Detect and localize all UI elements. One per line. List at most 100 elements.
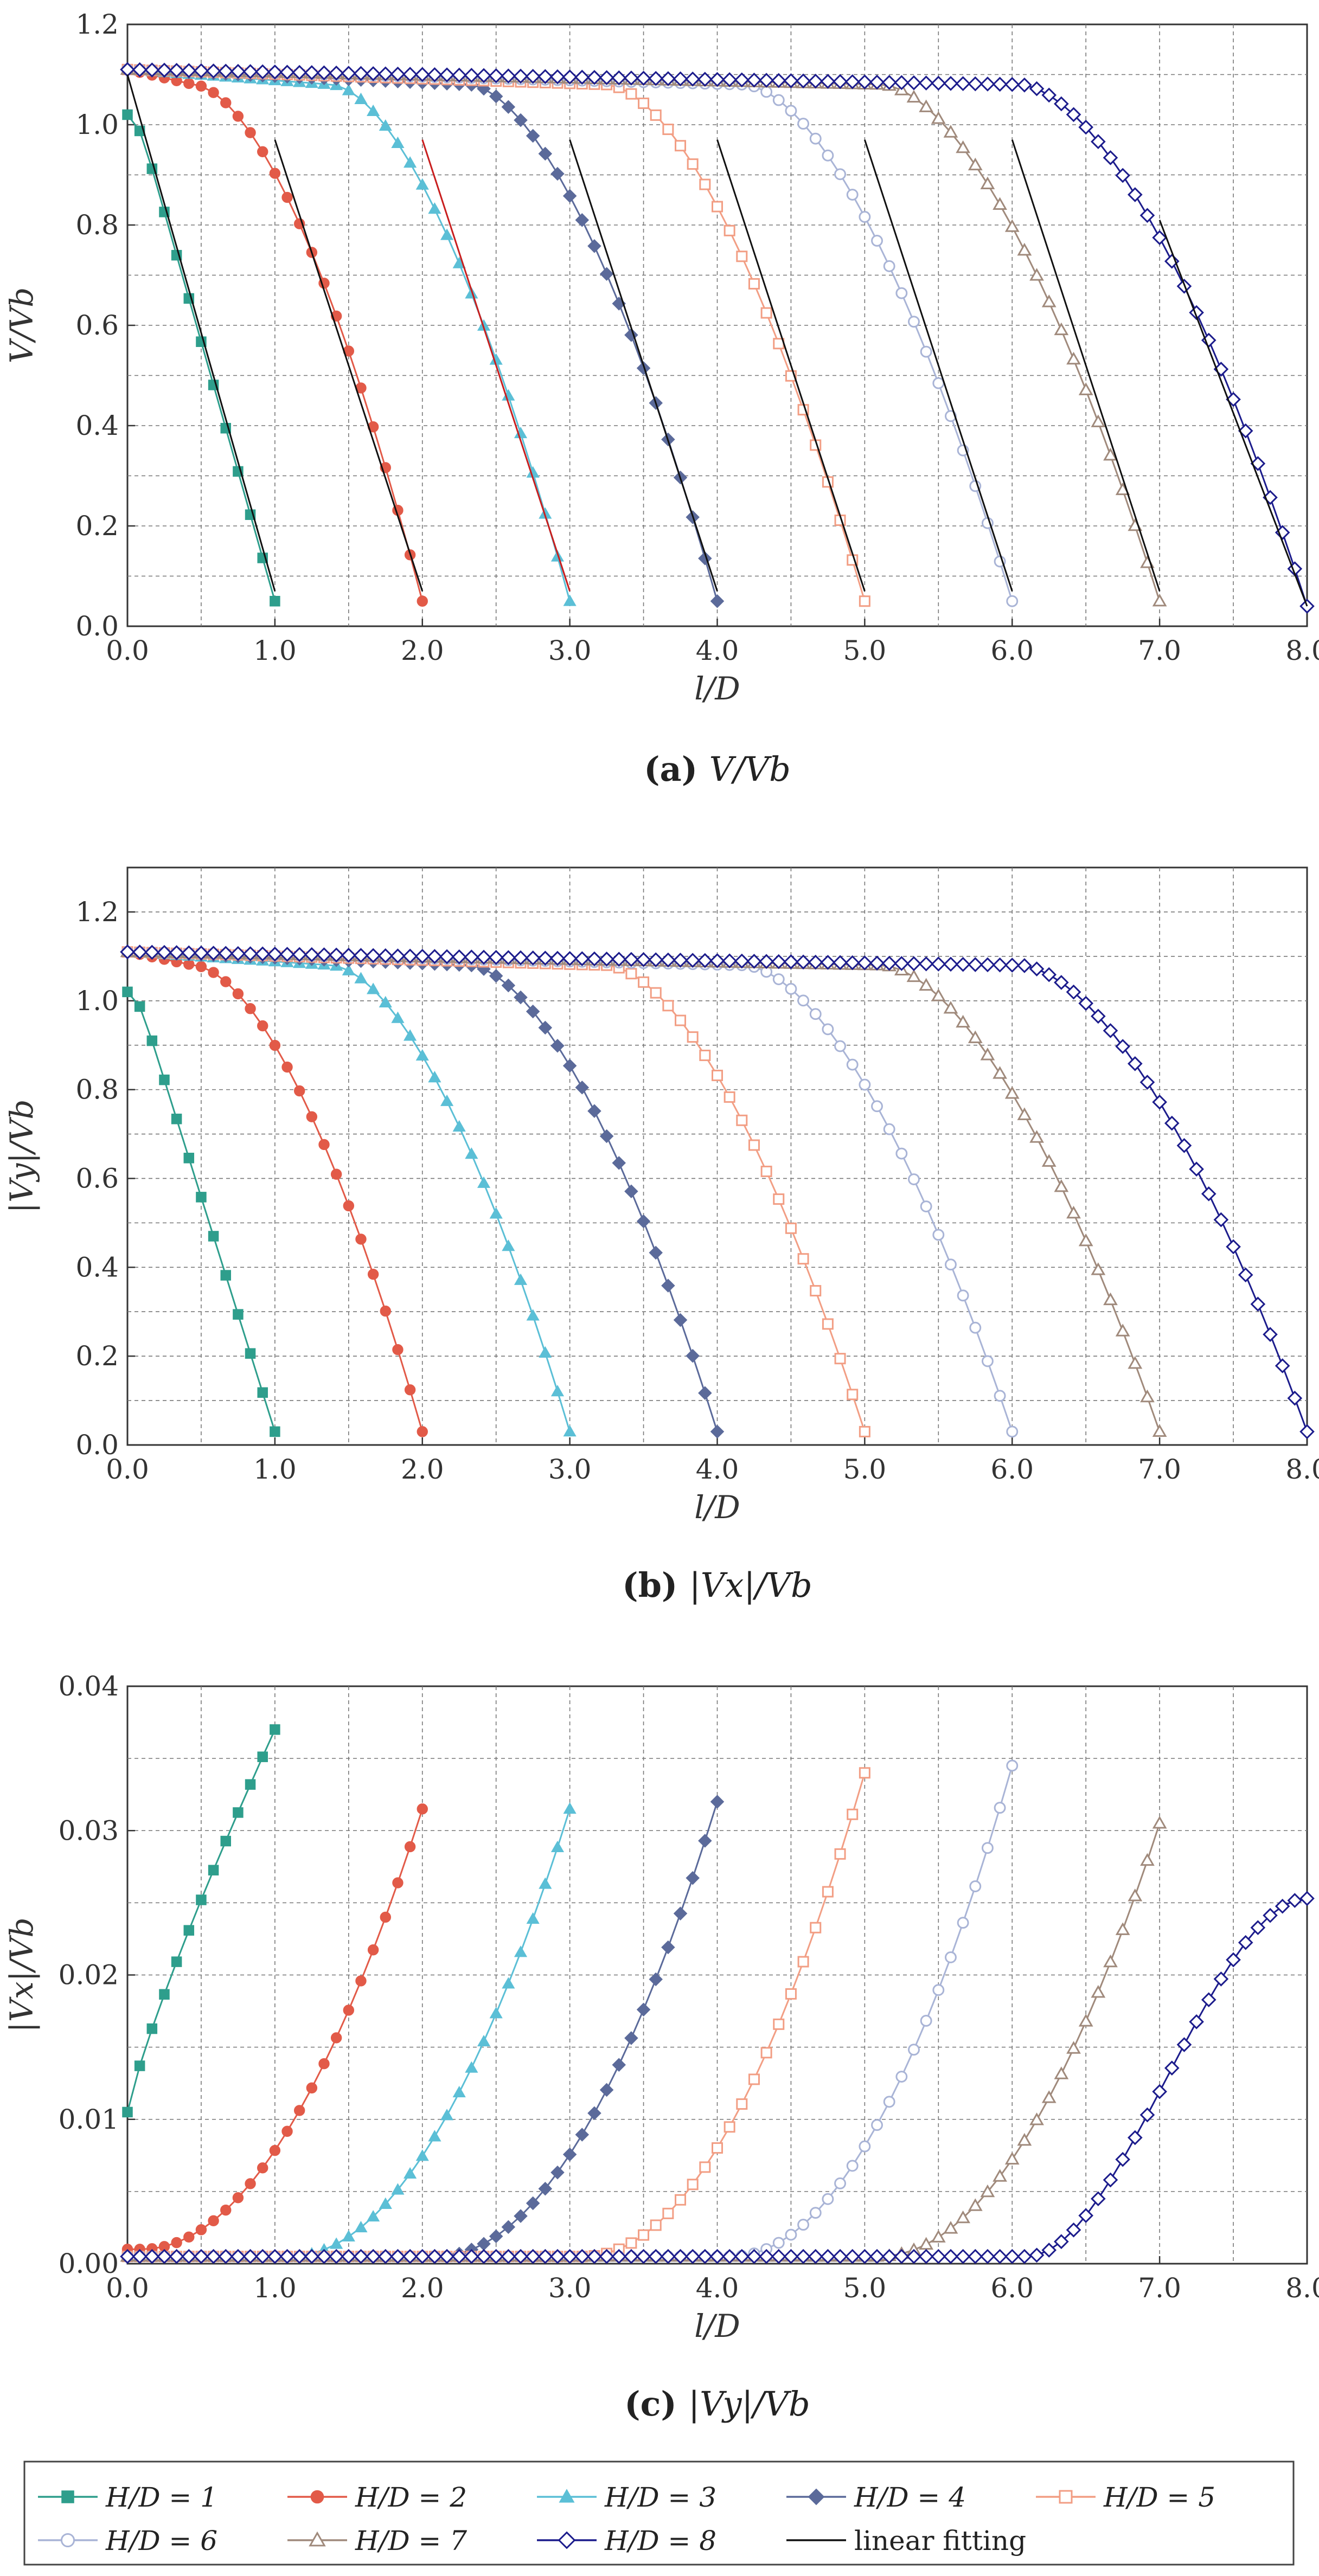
data-point (773, 2018, 785, 2030)
data-point (575, 2128, 590, 2142)
data-point (1213, 1212, 1229, 1228)
data-point (673, 2249, 688, 2264)
data-point (661, 1940, 675, 1955)
data-point (980, 957, 995, 973)
data-point (1029, 1130, 1044, 1143)
data-point (844, 955, 860, 971)
data-point (330, 2032, 342, 2044)
legend-label: H/D = 4 (854, 2482, 966, 2513)
x-tick-label: 0.0 (106, 635, 149, 666)
data-point (943, 956, 958, 972)
data-point (1054, 2066, 1069, 2079)
data-point (687, 1031, 699, 1043)
data-point (220, 1270, 231, 1281)
data-point (783, 2249, 799, 2264)
data-point (476, 68, 491, 83)
data-point (329, 947, 344, 963)
legend-item: H/D = 6 (38, 2525, 217, 2556)
data-point (869, 955, 885, 971)
data-point (306, 2082, 318, 2094)
x-tick-label: 4.0 (696, 2272, 739, 2304)
data-point (822, 1318, 834, 1330)
data-point (1226, 1952, 1241, 1968)
data-point (159, 1989, 170, 2000)
data-point (257, 146, 268, 158)
data-point (992, 957, 1008, 973)
data-point (316, 2249, 332, 2264)
data-point (404, 1841, 416, 1853)
data-point (723, 2121, 735, 2133)
data-point (390, 66, 406, 82)
data-point (575, 213, 590, 227)
data-point (415, 1049, 429, 1061)
x-tick-label: 8.0 (1285, 2272, 1319, 2304)
legend-item: H/D = 4 (786, 2482, 966, 2513)
data-point (402, 67, 418, 82)
data-point (538, 1020, 553, 1035)
data-point (195, 2224, 207, 2235)
data-point (748, 1139, 760, 1151)
x-tick-label: 5.0 (843, 1454, 887, 1485)
data-point (918, 956, 934, 972)
data-point (1017, 2132, 1032, 2146)
data-point (414, 67, 430, 82)
y-tick-label: 1.2 (75, 9, 119, 40)
legend-item: H/D = 3 (537, 2482, 716, 2513)
data-point (1152, 1094, 1167, 1110)
data-point (820, 74, 836, 89)
data-point (452, 1120, 466, 1132)
data-point (206, 946, 221, 961)
data-point (587, 69, 602, 85)
data-point (675, 1014, 687, 1026)
data-point (650, 987, 662, 999)
y-tick-label: 1.0 (75, 985, 119, 1017)
data-point (895, 287, 908, 299)
data-point (377, 66, 393, 82)
data-point (638, 976, 650, 988)
data-point (1029, 2112, 1044, 2125)
data-point (822, 1023, 834, 1036)
data-point (871, 1100, 883, 1113)
data-point (525, 69, 541, 84)
data-point (269, 2144, 281, 2156)
data-point (709, 2249, 725, 2264)
caption-letter: (b) (622, 1565, 689, 1605)
data-point (906, 956, 921, 972)
caption-letter: (c) (624, 2384, 688, 2424)
data-point (391, 2183, 405, 2195)
data-point (245, 1003, 256, 1014)
data-point (488, 949, 504, 965)
data-point (417, 595, 428, 607)
data-point (675, 140, 687, 152)
y-tick-label: 0.4 (75, 1251, 119, 1283)
data-point (132, 945, 148, 960)
data-point (1164, 1115, 1180, 1131)
data-point (699, 178, 711, 190)
legend-marker (60, 2533, 75, 2548)
data-point (785, 982, 797, 995)
data-point (895, 2071, 908, 2083)
data-point (439, 949, 454, 965)
data-point (844, 2249, 860, 2264)
data-point (981, 1355, 994, 1367)
data-point (183, 2231, 195, 2243)
data-point (304, 2249, 319, 2264)
data-point (625, 88, 637, 100)
data-point (440, 2109, 454, 2121)
data-point (1017, 242, 1032, 256)
data-point (969, 1321, 982, 1334)
data-point (1263, 490, 1278, 505)
data-point (956, 140, 971, 153)
data-point (1164, 253, 1180, 269)
data-point (159, 1074, 170, 1085)
y-tick-label: 0.6 (75, 1162, 119, 1194)
data-point (943, 1000, 958, 1014)
data-point (377, 2249, 393, 2264)
data-point (550, 2249, 565, 2264)
data-point (859, 211, 871, 223)
legend-item: H/D = 2 (287, 2482, 467, 2513)
data-point (1139, 2107, 1155, 2123)
data-point (292, 947, 308, 962)
data-point (772, 973, 785, 986)
data-point (673, 1313, 688, 1327)
